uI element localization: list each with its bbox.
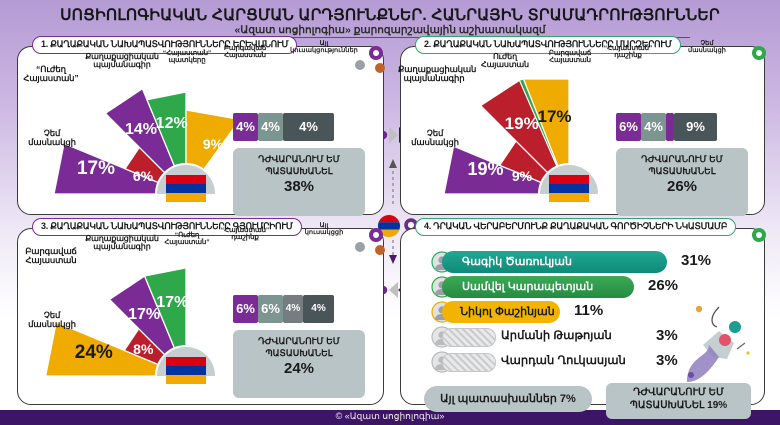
svg-text:8%: 8% [133,341,154,357]
svg-text:19%: 19% [505,114,539,133]
svg-text:9%: 9% [203,136,224,152]
svg-text:14%: 14% [125,121,157,138]
svg-text:19%: 19% [467,159,503,179]
svg-text:17%: 17% [537,107,571,126]
svg-text:17%: 17% [77,158,115,179]
svg-text:12%: 12% [156,115,188,132]
svg-text:17%: 17% [156,294,188,311]
svg-text:24%: 24% [75,342,113,363]
svg-text:9%: 9% [512,168,533,184]
svg-text:6%: 6% [133,168,154,184]
